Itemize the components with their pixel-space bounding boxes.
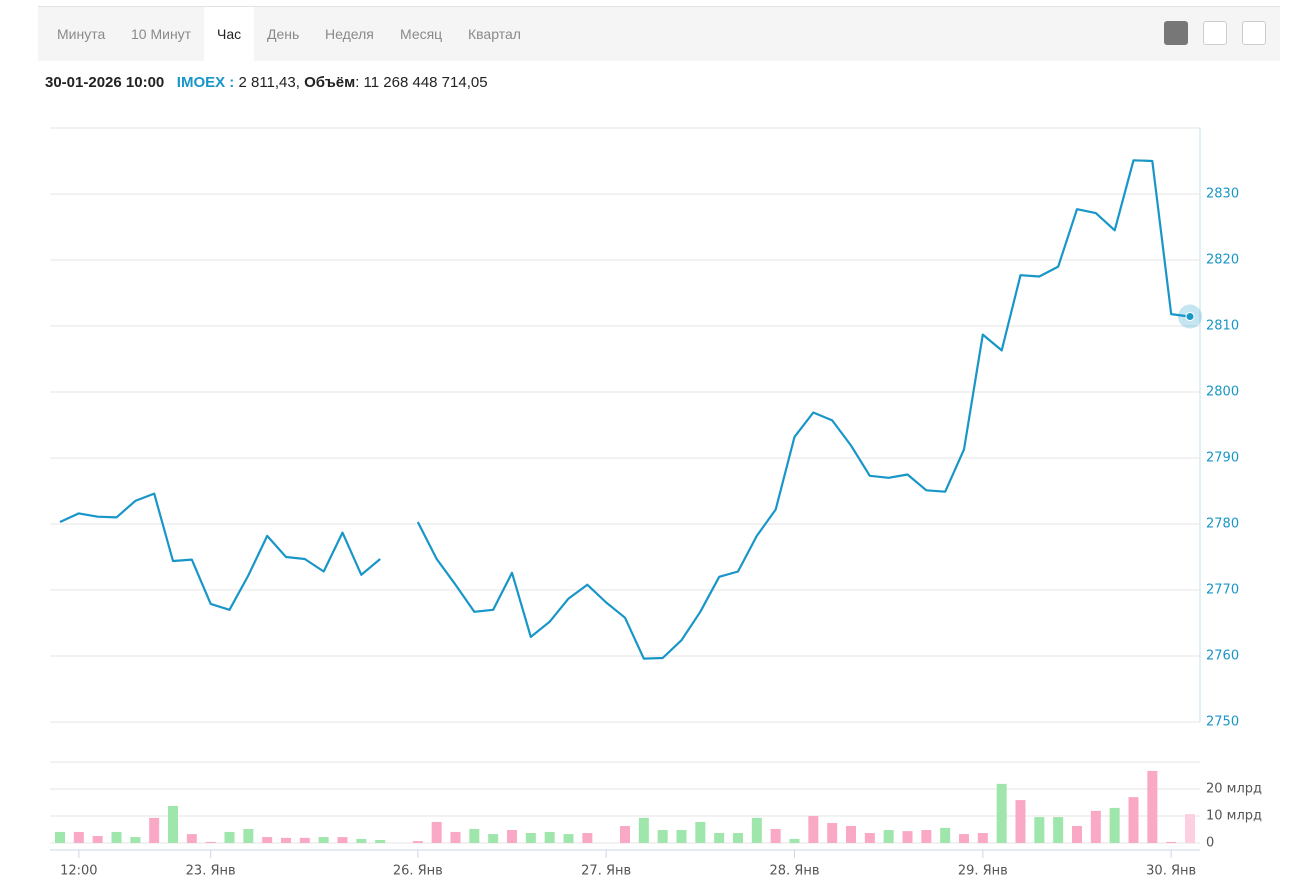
volume-bar xyxy=(714,833,725,843)
y-tick-label: 0 xyxy=(1206,836,1214,851)
volume-bar xyxy=(356,838,367,843)
volume-value: : 11 268 448 714,05 xyxy=(355,74,488,91)
volume-bar xyxy=(959,834,969,843)
volume-bar xyxy=(808,816,819,843)
volume-bar xyxy=(1072,825,1082,843)
volume-bar xyxy=(507,830,517,843)
period-tab[interactable]: Час xyxy=(204,7,255,61)
volume-bar xyxy=(620,825,630,843)
volume-bar xyxy=(846,825,856,843)
y-tick-label: 2790 xyxy=(1206,451,1239,466)
y-tick-label: 2800 xyxy=(1206,385,1239,400)
last-point xyxy=(1185,312,1195,322)
volume-bar xyxy=(1147,770,1158,843)
volume-bar xyxy=(563,834,574,843)
x-tick-label: 28. Янв xyxy=(769,864,819,879)
volume-bar xyxy=(751,817,762,843)
y-tick-label: 2770 xyxy=(1206,583,1239,598)
volume-bar xyxy=(412,841,423,843)
volume-bar xyxy=(168,806,178,843)
volume-bar xyxy=(111,831,122,843)
datetime: 30-01-2026 10:00 xyxy=(45,74,165,91)
volume-bar xyxy=(73,831,84,843)
period-tab[interactable]: Месяц xyxy=(400,26,443,42)
volume-bar xyxy=(1090,810,1101,843)
x-tick-label: 23. Янв xyxy=(186,864,236,879)
candle-mode-icon[interactable] xyxy=(1203,21,1227,45)
volume-bar xyxy=(469,828,480,843)
x-tick-label: 30. Янв xyxy=(1146,864,1196,879)
volume-bar xyxy=(638,817,649,843)
volume-bar xyxy=(55,831,65,843)
ticker: IMOEX : xyxy=(176,74,235,91)
ohlc-mode-icon[interactable] xyxy=(1242,21,1266,45)
period-tab[interactable]: Неделя xyxy=(325,26,374,42)
volume-bar xyxy=(92,835,103,843)
volume-bar xyxy=(186,834,197,843)
volume-bar xyxy=(582,833,593,843)
volume-bar xyxy=(525,833,536,843)
volume-bar xyxy=(827,823,838,843)
volume-bar xyxy=(695,821,706,843)
volume-bar xyxy=(921,830,932,843)
volume-bar xyxy=(431,821,442,843)
volume-bar xyxy=(243,828,254,843)
volume-bar xyxy=(149,817,160,843)
volume-bar xyxy=(205,841,216,843)
volume-bar xyxy=(262,837,273,843)
volume-bar xyxy=(318,837,329,843)
line-mode-icon[interactable] xyxy=(1164,21,1188,45)
volume-bar xyxy=(488,834,499,843)
volume-bar xyxy=(977,833,988,843)
volume-bar xyxy=(996,783,1007,843)
volume-bar xyxy=(1109,807,1120,843)
y-tick-label: 2750 xyxy=(1206,715,1239,730)
volume-bar xyxy=(789,838,800,843)
y-tick-label: 2760 xyxy=(1206,649,1239,664)
volume-bar xyxy=(544,831,555,843)
period-tab[interactable]: Квартал xyxy=(468,26,521,42)
y-tick-label: 2780 xyxy=(1206,517,1239,532)
volume-bar xyxy=(281,837,291,843)
y-tick-label: 2820 xyxy=(1206,253,1239,268)
volume-bar xyxy=(733,833,743,843)
volume-bar xyxy=(450,831,461,843)
volume-bar xyxy=(1128,797,1139,843)
price: 2 811,43, xyxy=(238,74,300,91)
toolbar: Минута 10 Минут Час День Неделя Месяц Квартал xyxy=(38,6,1280,61)
volume-bar xyxy=(224,831,235,843)
y-tick-label: 20 млрд xyxy=(1206,782,1262,797)
volume-bar xyxy=(864,833,875,843)
volume-bar xyxy=(337,837,348,843)
y-tick-label: 10 млрд xyxy=(1206,809,1262,824)
quote-info: 30-01-2026 10:00 IMOEX : 2 811,43, Объём… xyxy=(45,74,488,91)
volume-bar xyxy=(1034,817,1045,843)
period-tab[interactable]: Минута xyxy=(57,26,106,42)
x-tick-label: 26. Янв xyxy=(393,864,443,879)
volume-bar xyxy=(676,830,687,843)
volume-bar xyxy=(940,827,951,843)
volume-bar xyxy=(1185,814,1195,843)
volume-bar xyxy=(1053,817,1064,843)
x-tick-label: 27. Янв xyxy=(581,864,631,879)
volume-bar xyxy=(375,840,386,843)
volume-bar xyxy=(770,828,781,843)
volume-bar xyxy=(902,831,913,843)
volume-bar xyxy=(1166,841,1177,843)
volume-bar xyxy=(130,837,141,843)
volume-bar xyxy=(883,830,894,843)
period-tab[interactable]: 10 Минут xyxy=(131,26,192,42)
volume-bar xyxy=(299,837,310,843)
price-line xyxy=(59,159,1191,660)
y-tick-label: 2830 xyxy=(1206,187,1239,202)
volume-bar xyxy=(1015,800,1026,843)
x-tick-label: 12:00 xyxy=(60,864,97,879)
volume-bar xyxy=(657,830,668,843)
y-tick-label: 2810 xyxy=(1206,319,1239,334)
period-tab[interactable]: День xyxy=(267,26,300,42)
x-tick-label: 29. Янв xyxy=(958,864,1008,879)
volume-label: Объём xyxy=(304,74,356,91)
